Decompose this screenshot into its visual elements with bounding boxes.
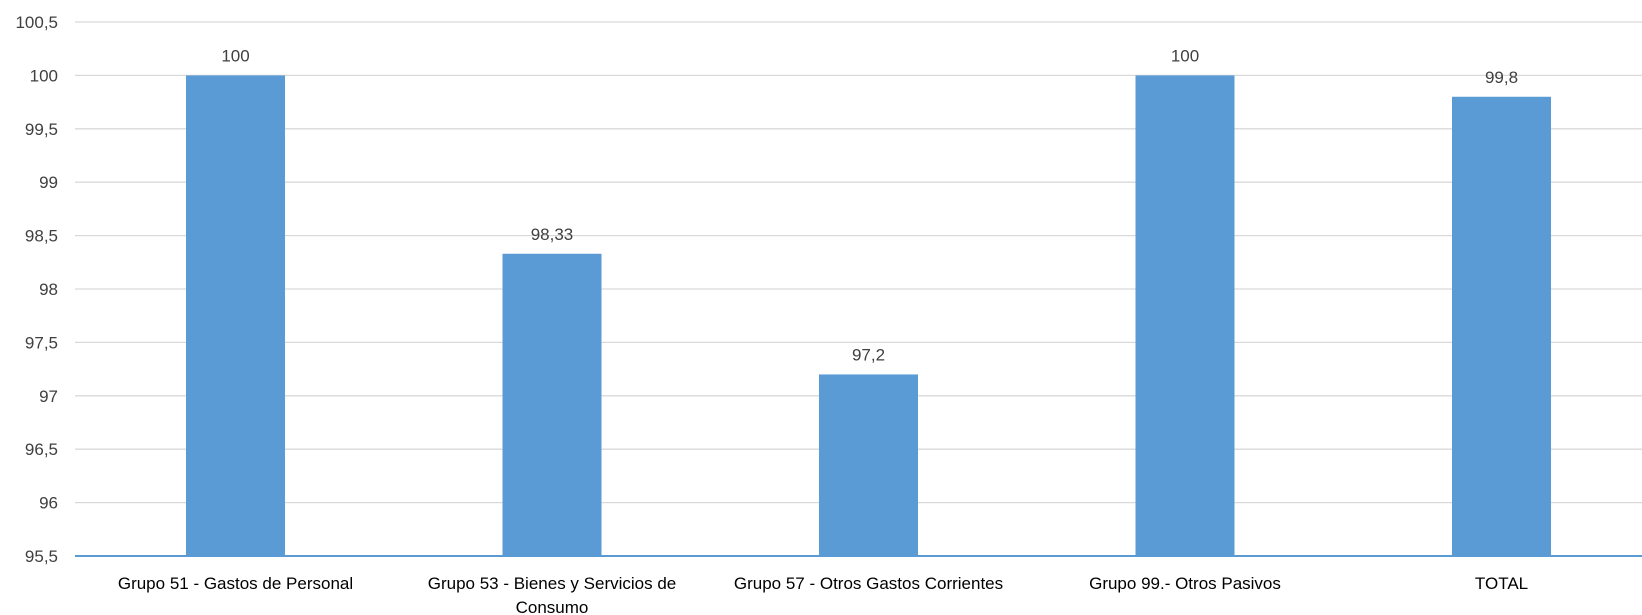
category-label: Grupo 53 - Bienes y Servicios de (428, 574, 677, 593)
data-label: 100 (1171, 46, 1199, 65)
category-label: TOTAL (1475, 574, 1528, 593)
data-labels: 100 98,33 97,2 100 99,8 (221, 46, 1518, 364)
bars (186, 75, 1551, 557)
y-tick-labels: 95,5 96 96,5 97 97,5 98 98,5 99 99,5 100 100,5 (15, 13, 58, 566)
category-label: Grupo 57 - Otros Gastos Corrientes (734, 574, 1003, 593)
data-label: 100 (221, 46, 249, 65)
category-label: Grupo 51 - Gastos de Personal (118, 574, 353, 593)
y-tick-label: 96 (39, 494, 58, 513)
y-tick-label: 99,5 (25, 120, 58, 139)
bar (186, 75, 285, 557)
bar (819, 374, 918, 556)
data-label: 99,8 (1485, 68, 1518, 87)
category-labels: Grupo 51 - Gastos de Personal Grupo 53 - … (118, 574, 1528, 615)
y-tick-label: 99 (39, 173, 58, 192)
bar (1452, 96, 1551, 556)
y-tick-label: 96,5 (25, 440, 58, 459)
y-tick-label: 98 (39, 280, 58, 299)
data-label: 98,33 (531, 225, 574, 244)
y-tick-label: 98,5 (25, 227, 58, 246)
bar (502, 253, 602, 557)
y-tick-label: 100 (30, 66, 58, 85)
y-tick-label: 97,5 (25, 333, 58, 352)
gridlines (75, 21, 1642, 504)
y-tick-label: 100,5 (15, 13, 58, 32)
y-tick-label: 97 (39, 387, 58, 406)
y-tick-label: 95,5 (25, 547, 58, 566)
category-label: Grupo 99.- Otros Pasivos (1089, 574, 1281, 593)
data-label: 97,2 (852, 345, 885, 364)
category-label: Consumo (516, 598, 589, 615)
bar (1135, 75, 1235, 557)
